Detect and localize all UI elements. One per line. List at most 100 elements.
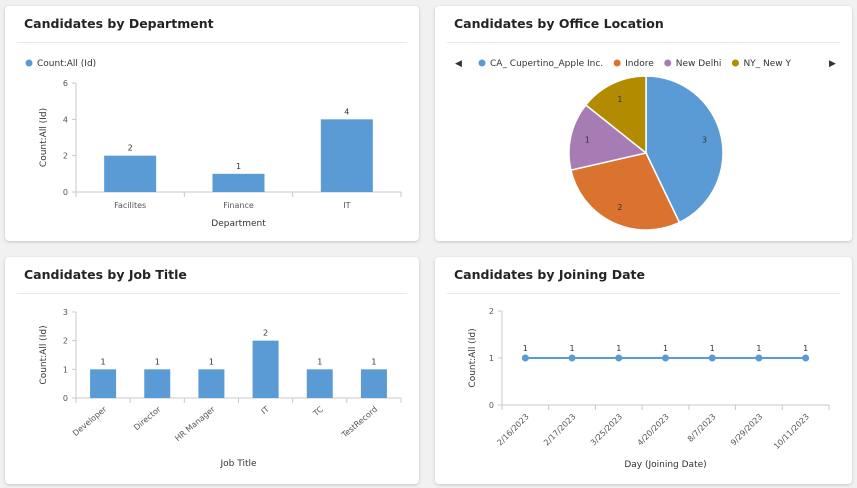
bar	[144, 369, 171, 398]
data-point	[662, 354, 669, 362]
x-axis-title: Department	[211, 219, 266, 229]
y-tick-label: 2	[489, 307, 494, 316]
data-label: 1	[317, 357, 322, 366]
chevron-left-icon[interactable]: ◀	[455, 59, 462, 69]
x-tick-label: TC	[311, 404, 326, 418]
data-label: 1	[523, 344, 528, 353]
data-label: 1	[209, 357, 214, 366]
data-point	[615, 354, 623, 362]
legend-marker	[478, 59, 486, 67]
x-tick-label: IT	[260, 405, 271, 417]
job-title-card: Candidates by Job Title 0 1 2 3 1 Developer 1 D…	[5, 257, 419, 484]
pie-slice	[584, 75, 647, 155]
card-title: Candidates by Department	[24, 16, 214, 31]
card-title: Candidates by Job Title	[24, 267, 187, 282]
divider	[17, 293, 407, 294]
data-label: 1	[663, 344, 668, 353]
bar	[212, 173, 265, 192]
pie-slice	[570, 152, 681, 231]
x-tick-label: Developer	[71, 404, 109, 438]
department-card: Candidates by Department Count:All (Id) 0…	[5, 6, 419, 241]
data-label: 1	[710, 344, 715, 353]
x-tick-label: Facilites	[114, 201, 146, 210]
y-tick-label: 3	[63, 308, 68, 317]
data-point	[521, 354, 529, 362]
legend-label: NY_ New Y	[743, 59, 791, 69]
x-tick-label: 9/29/2023	[729, 412, 764, 447]
y-axis-title: Count:All (Id)	[39, 325, 49, 384]
card-title: Candidates by Office Location	[454, 16, 664, 31]
pie-slice	[568, 103, 648, 172]
bar	[252, 340, 279, 398]
bar	[320, 119, 373, 192]
bar	[104, 155, 157, 192]
x-tick-label: Director	[132, 404, 163, 432]
legend-label: CA_ Cupertino_Apple Inc.	[490, 59, 603, 69]
department-bar-chart: Count:All (Id) 0 2 4 6 2 Facilites 1 Finance 4 IT D…	[25, 59, 402, 229]
divider	[447, 42, 840, 43]
y-tick-label: 0	[489, 401, 494, 410]
slice-label: 1	[617, 95, 622, 104]
y-tick-label: 1	[489, 354, 494, 363]
legend-marker	[25, 59, 33, 67]
data-label: 1	[570, 344, 575, 353]
data-label: 1	[616, 344, 621, 353]
slice-label: 2	[617, 203, 622, 212]
x-tick-label: 4/20/2023	[636, 412, 671, 447]
slice-label: 1	[585, 136, 590, 145]
card-title: Candidates by Joining Date	[454, 267, 645, 282]
bar	[360, 369, 387, 398]
legend-label: New Delhi	[676, 59, 722, 69]
legend-label: Indore	[625, 59, 654, 69]
data-point	[708, 354, 716, 362]
data-label: 1	[371, 357, 376, 366]
data-label: 2	[263, 329, 268, 338]
joining-date-card: Candidates by Joining Date 0 1 2 1 2/16/2023…	[435, 257, 852, 484]
data-label: 4	[344, 107, 349, 116]
bar	[198, 369, 225, 398]
y-tick-label: 1	[63, 365, 68, 374]
bar	[90, 369, 117, 398]
slice-label: 3	[702, 136, 707, 145]
x-tick-label: 2/17/2023	[542, 412, 577, 447]
data-label: 1	[803, 344, 808, 353]
chevron-right-icon[interactable]: ▶	[829, 59, 836, 69]
data-label: 2	[128, 144, 133, 153]
y-tick-label: 6	[63, 79, 68, 88]
divider	[447, 293, 840, 294]
legend-label: Count:All (Id)	[37, 59, 96, 69]
divider	[17, 42, 407, 43]
office-location-card: Candidates by Office Location ◀ ▶ CA_ Cupe…	[435, 6, 852, 241]
x-tick-label: 8/7/2023	[686, 412, 718, 444]
y-tick-label: 2	[63, 152, 68, 161]
x-tick-label: HR Manager	[173, 404, 217, 443]
x-tick-label: IT	[343, 201, 350, 210]
pie-slice	[645, 75, 724, 224]
y-axis-title: Count:All (Id)	[468, 328, 478, 387]
x-tick-label: 10/11/2023	[772, 412, 811, 451]
joining-date-line-chart: 0 1 2 1 2/16/2023 1 2/17/2023 1 3/25/2023 1 4/20/2…	[468, 307, 830, 470]
y-tick-label: 4	[63, 115, 68, 124]
x-axis-title: Job Title	[219, 459, 256, 469]
data-point	[755, 354, 763, 362]
legend-marker	[731, 59, 739, 67]
data-point	[802, 354, 810, 362]
y-axis-title: Count:All (Id)	[39, 108, 49, 167]
data-label: 1	[155, 357, 160, 366]
data-label: 1	[236, 162, 241, 171]
pie-legend: CA_ Cupertino_Apple Inc. Indore New Delhi N…	[478, 59, 792, 69]
job-title-bar-chart: 0 1 2 3 1 Developer 1 Director 1 HR Manager 2 IT 1 TC…	[39, 308, 402, 469]
legend-marker	[664, 59, 672, 67]
office-location-pie-chart: ◀ ▶ CA_ Cupertino_Apple Inc. Indore New Delh…	[455, 59, 836, 231]
x-tick-label: Finance	[223, 201, 254, 210]
y-tick-label: 0	[63, 394, 68, 403]
data-label: 1	[101, 357, 106, 366]
x-tick-label: TestRecord	[339, 405, 379, 440]
data-label: 1	[756, 344, 761, 353]
x-axis-title: Day (Joining Date)	[624, 460, 706, 470]
legend-marker	[613, 59, 621, 67]
x-tick-label: 2/16/2023	[495, 412, 530, 447]
x-tick-label: 3/25/2023	[589, 412, 624, 447]
data-point	[568, 354, 576, 362]
y-tick-label: 2	[63, 337, 68, 346]
